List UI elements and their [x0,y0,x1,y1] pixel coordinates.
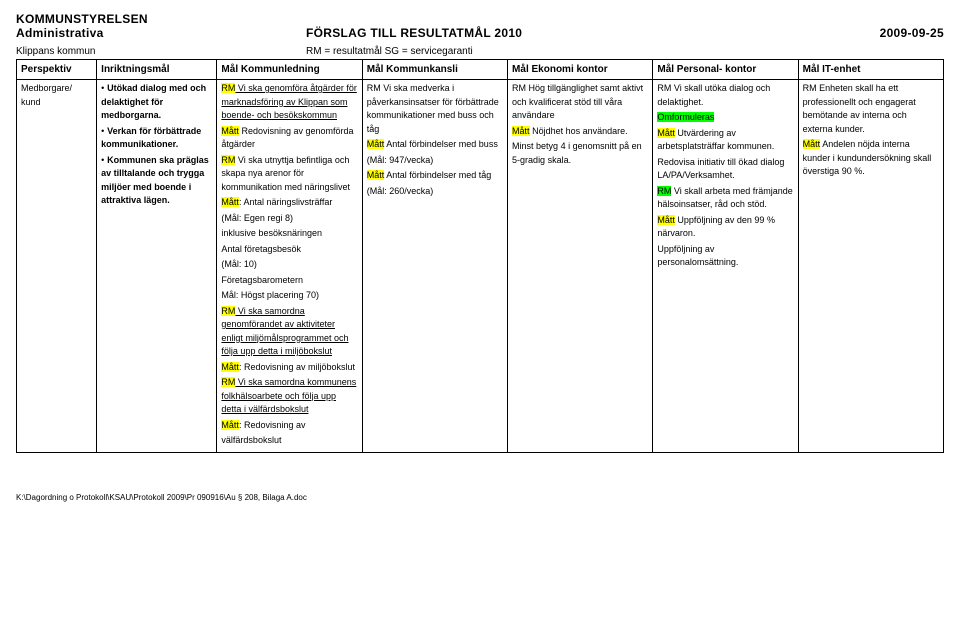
main-table: Perspektiv Inriktningsmål Mål Kommunledn… [16,59,944,453]
cell-line: RM Vi skall utöka dialog och delaktighet… [657,82,793,109]
cell-line: •Verkan för förbättrade kommunikationer. [101,125,212,152]
cell-personalkontor: RM Vi skall utöka dialog och delaktighet… [653,80,798,453]
cell-line: RM Vi ska medverka i påverkansinsatser f… [367,82,503,136]
cell-line: Mått Uppföljning av den 99 % närvaron. [657,214,793,241]
cell-kommunledning: RM Vi ska genomföra åtgärder för marknad… [217,80,362,453]
cell-inriktningsmal: •Utökad dialog med och delaktighet för m… [97,80,217,453]
cell-line: RM Vi skall arbeta med främjande hälsoin… [657,185,793,212]
header-line2: Administrativa FÖRSLAG TILL RESULTATMÅL … [16,26,944,40]
cell-perspektiv: Medborgare/ kund [17,80,97,453]
header-center: FÖRSLAG TILL RESULTATMÅL 2010 [306,26,880,40]
header-left: Administrativa [16,26,306,40]
cell-line: Mått Utvärdering av arbetsplatsträffar k… [657,127,793,154]
cell-line: RM Hög tillgänglighet samt aktivt och kv… [512,82,648,123]
cell-line: Antal företagsbesök [221,243,357,257]
col-itenhet: Mål IT-enhet [798,60,943,80]
cell-line: RM Vi ska samordna genomförandet av akti… [221,305,357,359]
cell-line: RM Vi ska genomföra åtgärder för marknad… [221,82,357,123]
cell-line: välfärdsbokslut [221,434,357,448]
cell-kommunkansli: RM Vi ska medverka i påverkansinsatser f… [362,80,507,453]
col-personalkontor: Mål Personal- kontor [653,60,798,80]
cell-line: Uppföljning av personalomsättning. [657,243,793,270]
col-perspektiv: Perspektiv [17,60,97,80]
cell-line: Mått Antal förbindelser med tåg [367,169,503,183]
cell-line: Mål: Högst placering 70) [221,289,357,303]
cell-line: Mått Antal förbindelser med buss [367,138,503,152]
header-line1: KOMMUNSTYRELSEN [16,12,944,26]
cell-line: Mått: Redovisning av [221,419,357,433]
perspektiv-text: Medborgare/ kund [21,82,92,109]
cell-line: RM Enheten skall ha ett professionellt o… [803,82,939,136]
header: KOMMUNSTYRELSEN Administrativa FÖRSLAG T… [16,12,944,40]
legend-left: Klippans kommun [16,46,306,57]
cell-itenhet: RM Enheten skall ha ett professionellt o… [798,80,943,453]
cell-line: Mått: Antal näringslivsträffar [221,196,357,210]
col-kommunledning: Mål Kommunledning [217,60,362,80]
cell-line: (Mål: 947/vecka) [367,154,503,168]
cell-line: Mått: Redovisning av miljöbokslut [221,361,357,375]
cell-line: (Mål: 10) [221,258,357,272]
cell-line: (Mål: Egen regi 8) [221,212,357,226]
col-ekonomikontor: Mål Ekonomi kontor [508,60,653,80]
cell-line: Mått Nöjdhet hos användare. [512,125,648,139]
cell-line: Minst betyg 4 i genomsnitt på en 5-gradi… [512,140,648,167]
legend-row: Klippans kommun RM = resultatmål SG = se… [16,46,944,57]
cell-line: Mått Redovisning av genomförda åtgärder [221,125,357,152]
header-right: 2009-09-25 [880,26,944,40]
cell-line: Mått Andelen nöjda interna kunder i kund… [803,138,939,179]
table-row: Medborgare/ kund •Utökad dialog med och … [17,80,944,453]
cell-line: Omformuleras [657,111,793,125]
cell-line: Redovisa initiativ till ökad dialog LA/P… [657,156,793,183]
table-header-row: Perspektiv Inriktningsmål Mål Kommunledn… [17,60,944,80]
cell-line: •Kommunen ska präglas av tilltalande och… [101,154,212,208]
cell-line: •Utökad dialog med och delaktighet för m… [101,82,212,123]
col-kommunkansli: Mål Kommunkansli [362,60,507,80]
cell-line: RM Vi ska utnyttja befintliga och skapa … [221,154,357,195]
cell-line: (Mål: 260/vecka) [367,185,503,199]
footer-path: K:\Dagordning o Protokoll\KSAU\Protokoll… [16,493,944,502]
legend-center: RM = resultatmål SG = servicegaranti [306,46,944,57]
col-inriktningsmal: Inriktningsmål [97,60,217,80]
cell-line: RM Vi ska samordna kommunens folkhälsoar… [221,376,357,417]
cell-line: inklusive besöksnäringen [221,227,357,241]
cell-ekonomikontor: RM Hög tillgänglighet samt aktivt och kv… [508,80,653,453]
cell-line: Företagsbarometern [221,274,357,288]
